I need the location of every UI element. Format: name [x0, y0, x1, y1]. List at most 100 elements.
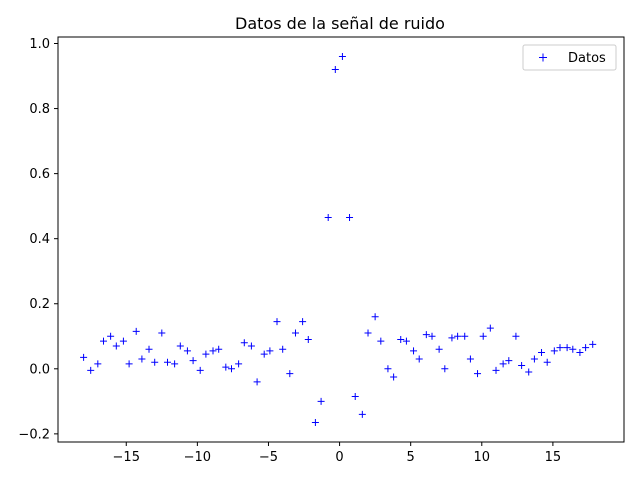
- x-tick-label: 5: [407, 450, 415, 465]
- data-point: [589, 340, 597, 348]
- data-point: [291, 329, 299, 337]
- data-point: [222, 363, 230, 371]
- data-point: [158, 329, 166, 337]
- data-point: [582, 344, 590, 352]
- data-point: [435, 345, 443, 353]
- data-point: [377, 337, 385, 345]
- data-point: [397, 336, 405, 344]
- x-tick-label: 0: [335, 450, 343, 465]
- data-point: [138, 355, 146, 363]
- data-point: [371, 313, 379, 321]
- x-tick-label: −5: [259, 450, 278, 465]
- y-tick-label: 1.0: [29, 37, 50, 52]
- data-point: [441, 365, 449, 373]
- data-point: [260, 350, 268, 358]
- data-point: [512, 332, 520, 340]
- data-point: [492, 366, 500, 374]
- legend-box: [522, 44, 617, 71]
- data-point: [183, 347, 191, 355]
- data-point: [543, 358, 551, 366]
- axes-frame: [57, 36, 625, 443]
- data-point: [266, 347, 274, 355]
- data-point: [428, 332, 436, 340]
- data-point: [235, 360, 243, 368]
- data-point: [176, 342, 184, 350]
- data-point: [94, 360, 102, 368]
- data-point: [499, 360, 507, 368]
- data-point: [273, 318, 281, 326]
- data-point: [530, 355, 538, 363]
- data-point: [80, 353, 88, 361]
- data-point: [505, 357, 513, 365]
- data-point: [171, 360, 179, 368]
- y-tick-label: 0.8: [29, 102, 50, 117]
- data-point: [145, 345, 153, 353]
- data-point: [317, 397, 325, 405]
- data-point: [474, 370, 482, 378]
- data-point: [556, 344, 564, 352]
- data-point: [410, 347, 418, 355]
- data-point: [384, 365, 392, 373]
- data-point: [215, 345, 223, 353]
- legend-label: Datos: [568, 51, 606, 66]
- data-point: [304, 336, 312, 344]
- data-point: [119, 337, 127, 345]
- x-tick-label: −15: [113, 450, 140, 465]
- data-point: [454, 332, 462, 340]
- data-point: [100, 337, 108, 345]
- data-point: [247, 342, 255, 350]
- data-point: [286, 370, 294, 378]
- data-point: [358, 410, 366, 418]
- data-point: [538, 349, 546, 357]
- data-point: [240, 339, 248, 347]
- data-point: [338, 53, 346, 61]
- data-point: [351, 392, 359, 400]
- data-point: [466, 355, 474, 363]
- plot-area: [80, 53, 597, 426]
- data-point: [189, 357, 197, 365]
- legend-marker: [539, 53, 547, 62]
- data-point: [486, 324, 494, 332]
- data-point: [112, 342, 120, 350]
- data-point: [415, 355, 423, 363]
- data-point: [525, 368, 533, 376]
- data-point: [299, 318, 307, 326]
- data-point: [331, 66, 339, 74]
- data-point: [364, 329, 372, 337]
- data-point: [569, 345, 577, 353]
- x-tick-label: −10: [184, 450, 211, 465]
- data-point: [311, 418, 319, 426]
- data-point: [576, 349, 584, 357]
- data-point: [448, 334, 456, 342]
- chart-title: Datos de la señal de ruido: [235, 14, 445, 33]
- data-point: [125, 360, 133, 368]
- data-point: [164, 358, 172, 366]
- data-point: [461, 332, 469, 340]
- data-point: [550, 347, 558, 355]
- axes: −15 −10 −5 0 5 10 15 −0.2 0.0 0.2 0.4 0.6 0.8 1.0: [18, 36, 625, 465]
- y-tick-label: 0.6: [29, 167, 50, 182]
- data-point: [390, 373, 398, 381]
- data-point: [132, 327, 140, 335]
- data-point: [227, 365, 235, 373]
- y-tick-label: 0.2: [29, 297, 50, 312]
- y-tick-label: −0.2: [18, 427, 50, 442]
- y-tick-label: 0.4: [29, 232, 50, 247]
- y-tick-label: 0.0: [29, 362, 50, 377]
- data-point: [151, 358, 159, 366]
- data-point: [324, 214, 332, 222]
- data-point: [202, 350, 210, 358]
- data-point: [279, 345, 287, 353]
- x-tick-label: 10: [474, 450, 491, 465]
- data-point: [196, 366, 204, 374]
- data-point: [563, 344, 571, 352]
- data-point: [402, 337, 410, 345]
- data-point: [479, 332, 487, 340]
- data-point: [209, 347, 217, 355]
- data-point: [107, 332, 115, 340]
- data-point: [346, 214, 354, 222]
- data-point: [422, 331, 430, 339]
- data-point: [253, 378, 261, 386]
